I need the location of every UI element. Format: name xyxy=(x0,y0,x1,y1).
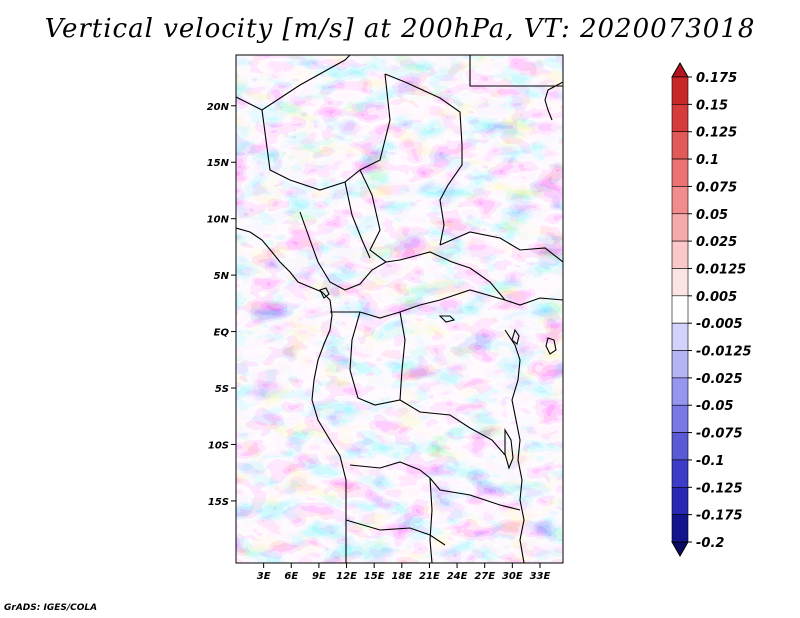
country-borders xyxy=(236,55,563,563)
colorbar-level-label: 0.025 xyxy=(696,235,737,250)
lon-tick-label: 3E xyxy=(257,571,271,582)
lat-tick-label: 15N xyxy=(207,158,230,169)
colorbar-level-label: -0.1 xyxy=(696,454,724,469)
colorbar-swatch xyxy=(671,514,689,543)
colorbar-level-label: -0.125 xyxy=(696,481,743,496)
colorbar-level-label: -0.005 xyxy=(696,317,743,332)
lat-tick-label: 20N xyxy=(207,102,230,113)
colorbar-level-label: -0.05 xyxy=(696,399,733,414)
colorbar-level-label: 0.15 xyxy=(696,98,728,113)
credit-text: GrADS: IGES/COLA xyxy=(4,603,98,613)
colorbar-swatch xyxy=(671,268,689,297)
colorbar-min-arrow xyxy=(671,541,689,558)
colorbar-swatch xyxy=(671,76,689,105)
lat-tick-label: 10S xyxy=(208,440,229,451)
colorbar-swatch xyxy=(671,104,689,133)
lon-tick-label: 18E xyxy=(391,571,412,582)
lat-tick-label: EQ xyxy=(214,328,230,339)
lon-tick-label: 30E xyxy=(502,571,523,582)
colorbar-swatch xyxy=(671,350,689,379)
colorbar-max-arrow xyxy=(671,61,689,78)
colorbar-swatch xyxy=(671,295,689,324)
colorbar-level-label: 0.0125 xyxy=(696,262,746,277)
colorbar-swatch xyxy=(671,213,689,242)
colorbar-swatch xyxy=(671,377,689,406)
colorbar-level-label: 0.125 xyxy=(696,126,737,141)
colorbar-level-label: 0.05 xyxy=(696,208,728,223)
lat-tick-label: 15S xyxy=(208,497,229,508)
colorbar-level-label: -0.0125 xyxy=(696,345,752,360)
lon-tick-label: 12E xyxy=(336,571,357,582)
lon-tick-label: 21E xyxy=(419,571,440,582)
lat-tick-label: 5N xyxy=(214,271,230,282)
colorbar-swatch xyxy=(671,486,689,515)
lon-tick-label: 6E xyxy=(284,571,298,582)
colorbar-swatch xyxy=(671,240,689,269)
lon-tick-label: 33E xyxy=(530,571,551,582)
lat-tick-label: 10N xyxy=(207,215,230,226)
longitude-axis: 3E 6E 9E 12E 15E 18E 21E 24E 27E 30E 33E xyxy=(257,563,551,582)
lon-tick-label: 15E xyxy=(364,571,385,582)
colorbar-level-label: -0.025 xyxy=(696,372,743,387)
colorbar-swatch xyxy=(671,322,689,351)
vertical-velocity-field xyxy=(236,55,563,563)
colorbar: 0.175 0.15 0.125 0.1 0.075 0.05 0.025 0.0125 0.0… xyxy=(671,61,752,558)
colorbar-level-label: -0.075 xyxy=(696,427,743,442)
lon-tick-label: 24E xyxy=(447,571,468,582)
colorbar-swatch xyxy=(671,186,689,215)
colorbar-level-label: 0.175 xyxy=(696,71,737,86)
colorbar-level-label: 0.1 xyxy=(696,153,719,168)
colorbar-swatch xyxy=(671,158,689,187)
lat-tick-label: 5S xyxy=(215,384,229,395)
latitude-axis: 20N 15N 10N 5N EQ 5S 10S 15S xyxy=(207,102,236,508)
chart-title: Vertical velocity [m/s] at 200hPa, VT: 2… xyxy=(44,14,756,44)
lon-tick-label: 9E xyxy=(312,571,326,582)
lon-tick-label: 27E xyxy=(474,571,495,582)
colorbar-swatch xyxy=(671,459,689,488)
colorbar-level-label: 0.005 xyxy=(696,290,737,305)
colorbar-level-label: 0.075 xyxy=(696,180,737,195)
map-frame xyxy=(235,54,564,564)
colorbar-level-label: -0.2 xyxy=(696,536,724,551)
colorbar-level-label: -0.175 xyxy=(696,509,743,524)
colorbar-swatch xyxy=(671,131,689,160)
colorbar-swatch xyxy=(671,432,689,461)
colorbar-swatch xyxy=(671,404,689,433)
